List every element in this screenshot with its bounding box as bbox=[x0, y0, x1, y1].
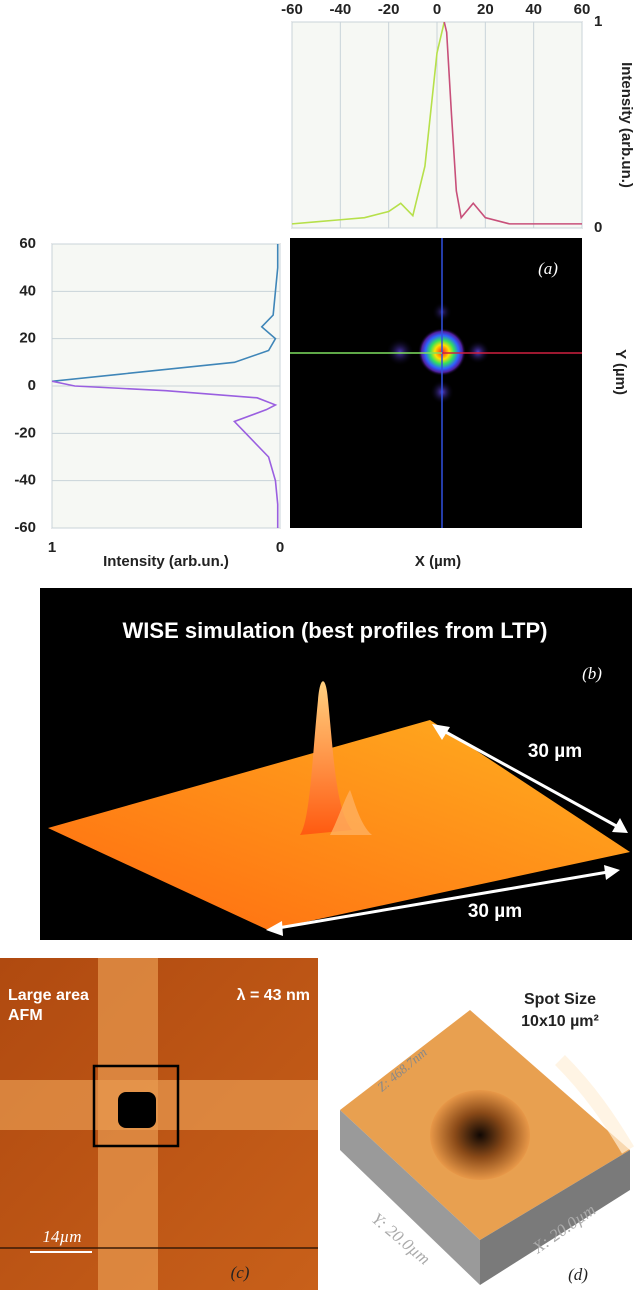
dimension-label: 30 µm bbox=[528, 741, 582, 762]
panel-label: (a) bbox=[538, 259, 558, 278]
profile-line bbox=[443, 21, 582, 225]
y-tick-label: 60 bbox=[19, 235, 36, 252]
y-tick-label: 1 bbox=[594, 13, 602, 30]
annotation: 10x10 µm² bbox=[521, 1013, 599, 1030]
x-tick-label: 0 bbox=[433, 1, 441, 18]
scale-label: 14µm bbox=[42, 1227, 81, 1246]
x-tick-label: 60 bbox=[574, 1, 591, 18]
x-axis-label: Intensity (arb.un.) bbox=[103, 553, 229, 570]
dimension-label: 30 µm bbox=[468, 901, 522, 922]
x-tick-label: 20 bbox=[477, 1, 494, 18]
y-tick-label: 0 bbox=[28, 377, 36, 394]
y-tick-label: -60 bbox=[14, 519, 36, 536]
y-tick-label: 40 bbox=[19, 282, 36, 299]
x-tick-label: -60 bbox=[281, 1, 303, 18]
panel-label: (c) bbox=[231, 1263, 250, 1282]
profile-line bbox=[51, 244, 279, 383]
afm-3d-image bbox=[340, 1010, 635, 1285]
panel-title: WISE simulation (best profiles from LTP) bbox=[123, 618, 548, 643]
annotation: Large area bbox=[8, 987, 89, 1004]
panel-label: (d) bbox=[568, 1265, 588, 1284]
beam-image bbox=[290, 238, 582, 528]
y-axis-label: Y (µm) bbox=[612, 349, 629, 395]
y-tick-label: 20 bbox=[19, 330, 36, 347]
y-tick-label: -40 bbox=[14, 472, 36, 489]
x-axis-label: X (µm) bbox=[415, 553, 461, 570]
annotation: Spot Size bbox=[524, 991, 596, 1008]
x-tick-label: -20 bbox=[378, 1, 400, 18]
annotation: λ = 43 nm bbox=[237, 987, 310, 1004]
profile-line bbox=[51, 380, 279, 528]
y-tick-label: 0 bbox=[594, 219, 602, 236]
annotation: AFM bbox=[8, 1007, 43, 1024]
profile-line bbox=[291, 21, 446, 225]
x-tick-label: -40 bbox=[329, 1, 351, 18]
x-tick-label: 40 bbox=[525, 1, 542, 18]
panel-label: (b) bbox=[582, 664, 602, 683]
simulation-image bbox=[40, 588, 632, 940]
afm-image bbox=[0, 958, 318, 1290]
y-tick-label: -20 bbox=[14, 424, 36, 441]
y-axis-label: Intensity (arb.un.) bbox=[618, 62, 635, 188]
x-tick-label: 0 bbox=[276, 539, 284, 556]
x-tick-label: 1 bbox=[48, 539, 56, 556]
